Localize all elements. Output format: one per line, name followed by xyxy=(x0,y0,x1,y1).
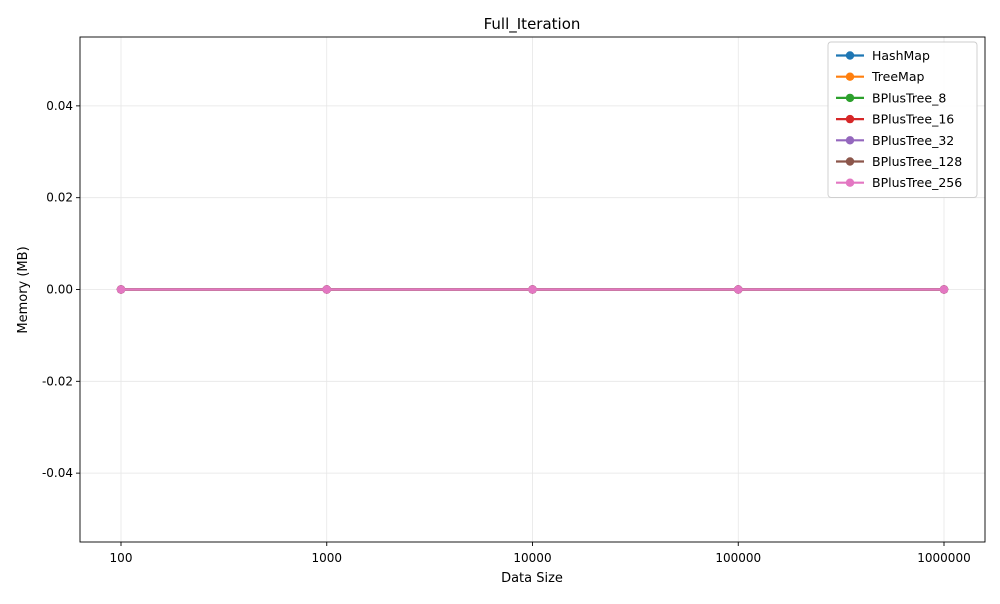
y-tick-label: 0.00 xyxy=(46,283,73,297)
legend-label: BPlusTree_32 xyxy=(872,133,954,148)
x-axis-label: Data Size xyxy=(501,571,563,586)
chart-title: Full_Iteration xyxy=(484,15,581,34)
legend-entry: BPlusTree_256 xyxy=(836,175,962,190)
legend-swatch-marker xyxy=(845,51,855,60)
series-group xyxy=(116,285,949,294)
x-tick-label: 100000 xyxy=(715,551,761,565)
data-point xyxy=(116,285,126,294)
legend-swatch-marker xyxy=(845,114,855,124)
legend-swatch-marker xyxy=(845,136,855,145)
legend-swatch-marker xyxy=(845,157,855,166)
legend-entry: HashMap xyxy=(836,48,930,63)
legend-entry: BPlusTree_32 xyxy=(836,133,954,148)
legend-label: BPlusTree_128 xyxy=(872,154,962,169)
legend-label: BPlusTree_256 xyxy=(872,175,962,190)
x-tick-label: 1000 xyxy=(311,551,342,565)
legend-entry: BPlusTree_8 xyxy=(836,90,946,105)
axes: 100 1000 10000 100000 1000000 0.04 0.02 0.00 -0.… xyxy=(42,36,986,565)
data-point xyxy=(528,285,537,294)
legend-entry: BPlusTree_16 xyxy=(836,112,954,127)
legend-entry: BPlusTree_128 xyxy=(836,154,962,169)
legend-frame xyxy=(827,41,978,198)
legend-label: BPlusTree_16 xyxy=(872,112,954,127)
legend-swatch-marker xyxy=(845,93,855,103)
legend-label: TreeMap xyxy=(871,69,924,84)
x-tick-label: 100 xyxy=(110,551,133,565)
y-tick-label: 0.04 xyxy=(46,99,73,113)
data-point xyxy=(939,285,949,294)
x-tick-label: 1000000 xyxy=(917,551,970,565)
legend-entry: TreeMap xyxy=(836,69,924,84)
legend: HashMap TreeMap BPlusTree_8 BPlusTree_16 BPl… xyxy=(827,41,978,198)
legend-swatch-marker xyxy=(845,178,855,187)
y-tick-label: -0.02 xyxy=(42,374,73,388)
legend-swatch-marker xyxy=(845,72,855,81)
data-point xyxy=(734,285,743,294)
x-tick-label: 10000 xyxy=(513,551,551,565)
legend-label: BPlusTree_8 xyxy=(872,90,946,105)
legend-label: HashMap xyxy=(872,48,930,63)
data-point xyxy=(322,285,331,294)
y-tick-label: 0.02 xyxy=(46,191,73,205)
y-axis-label: Memory (MB) xyxy=(16,246,31,333)
y-tick-label: -0.04 xyxy=(42,466,73,480)
series-BPlusTree_256 xyxy=(116,285,949,294)
